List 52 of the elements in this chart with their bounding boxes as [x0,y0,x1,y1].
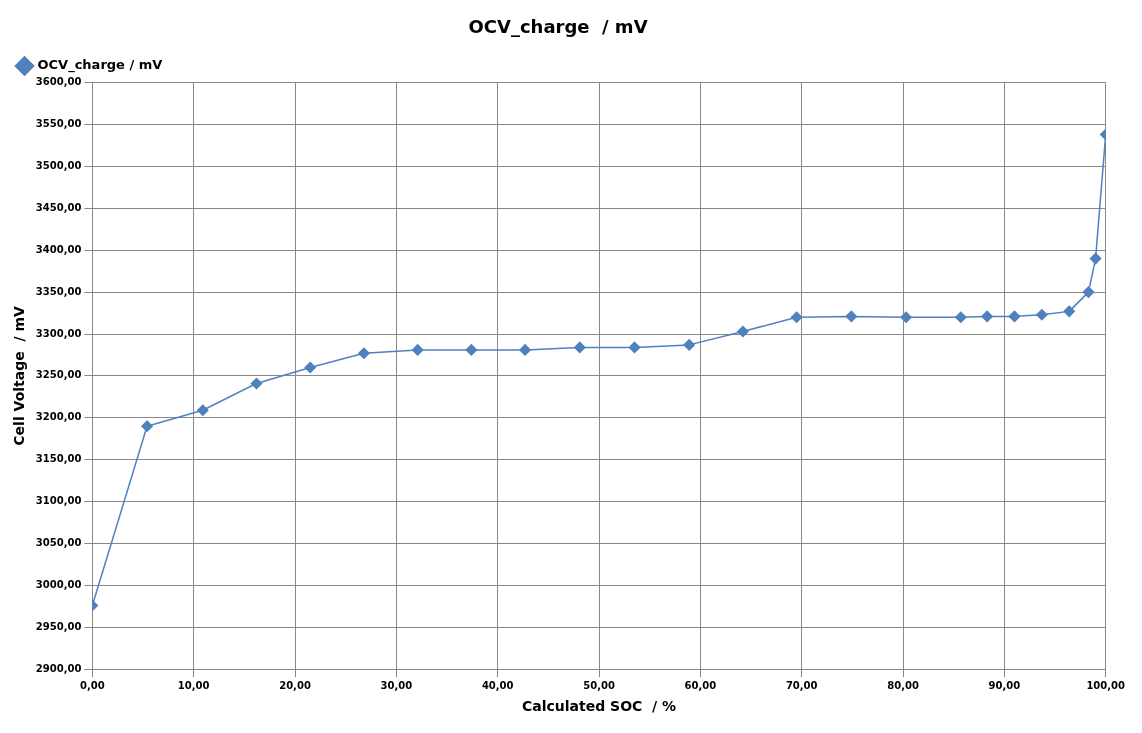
y-tick-label: 2900,00 [35,662,82,674]
point [683,339,695,351]
point [955,311,967,323]
y-tick-label: 3550,00 [35,118,82,130]
point [574,341,586,354]
y-tick-label: 3200,00 [35,411,82,423]
x-tick-label: 70,00 [785,679,818,691]
y-tick-label: 2950,00 [35,620,82,632]
point [141,420,153,432]
x-tick-label: 50,00 [583,679,615,691]
point [628,341,641,354]
point [304,361,316,374]
point [981,310,993,323]
y-tick-label: 3000,00 [35,578,82,590]
x-tick-label: 100,00 [1086,679,1126,691]
y-tick-label: 3250,00 [35,369,82,381]
y-tick-label: 3350,00 [35,285,82,297]
y-tick-label: 3500,00 [35,159,82,171]
point [1008,310,1021,323]
x-tick-label: 10,00 [177,679,210,691]
x-tick-label: 80,00 [887,679,919,691]
point [1063,305,1075,318]
x-tick-label: 20,00 [279,679,311,691]
point [1089,252,1102,265]
point [465,344,478,356]
x-tick-label: 40,00 [481,679,514,691]
point [845,310,858,323]
y-tick-label: 3100,00 [35,495,82,507]
point [519,344,531,356]
point [358,347,370,360]
point [250,377,263,390]
point [197,404,209,417]
x-axis-title: Calculated SOC / % [521,698,677,715]
point [1082,286,1095,298]
y-tick-label: 3150,00 [35,453,82,465]
point [790,311,803,323]
y-tick-label: 3050,00 [35,537,82,549]
x-tick-label: 60,00 [684,679,717,691]
chart-title: OCV_charge / mV [468,16,648,38]
y-axis-title: Cell Voltage / mV [11,305,28,446]
point [1036,308,1048,321]
x-tick-label: 90,00 [988,679,1021,691]
y-tick-label: 3400,00 [35,243,82,255]
legend-label: OCV_charge / mV [37,57,163,74]
y-tick-label: 3600,00 [35,76,82,88]
point [900,311,912,323]
y-tick-label: 3300,00 [35,327,82,339]
point [737,325,749,338]
x-tick-label: 30,00 [380,679,413,691]
point [411,344,424,356]
y-tick-label: 3450,00 [35,201,82,213]
x-tick-label: 0,00 [80,679,105,691]
